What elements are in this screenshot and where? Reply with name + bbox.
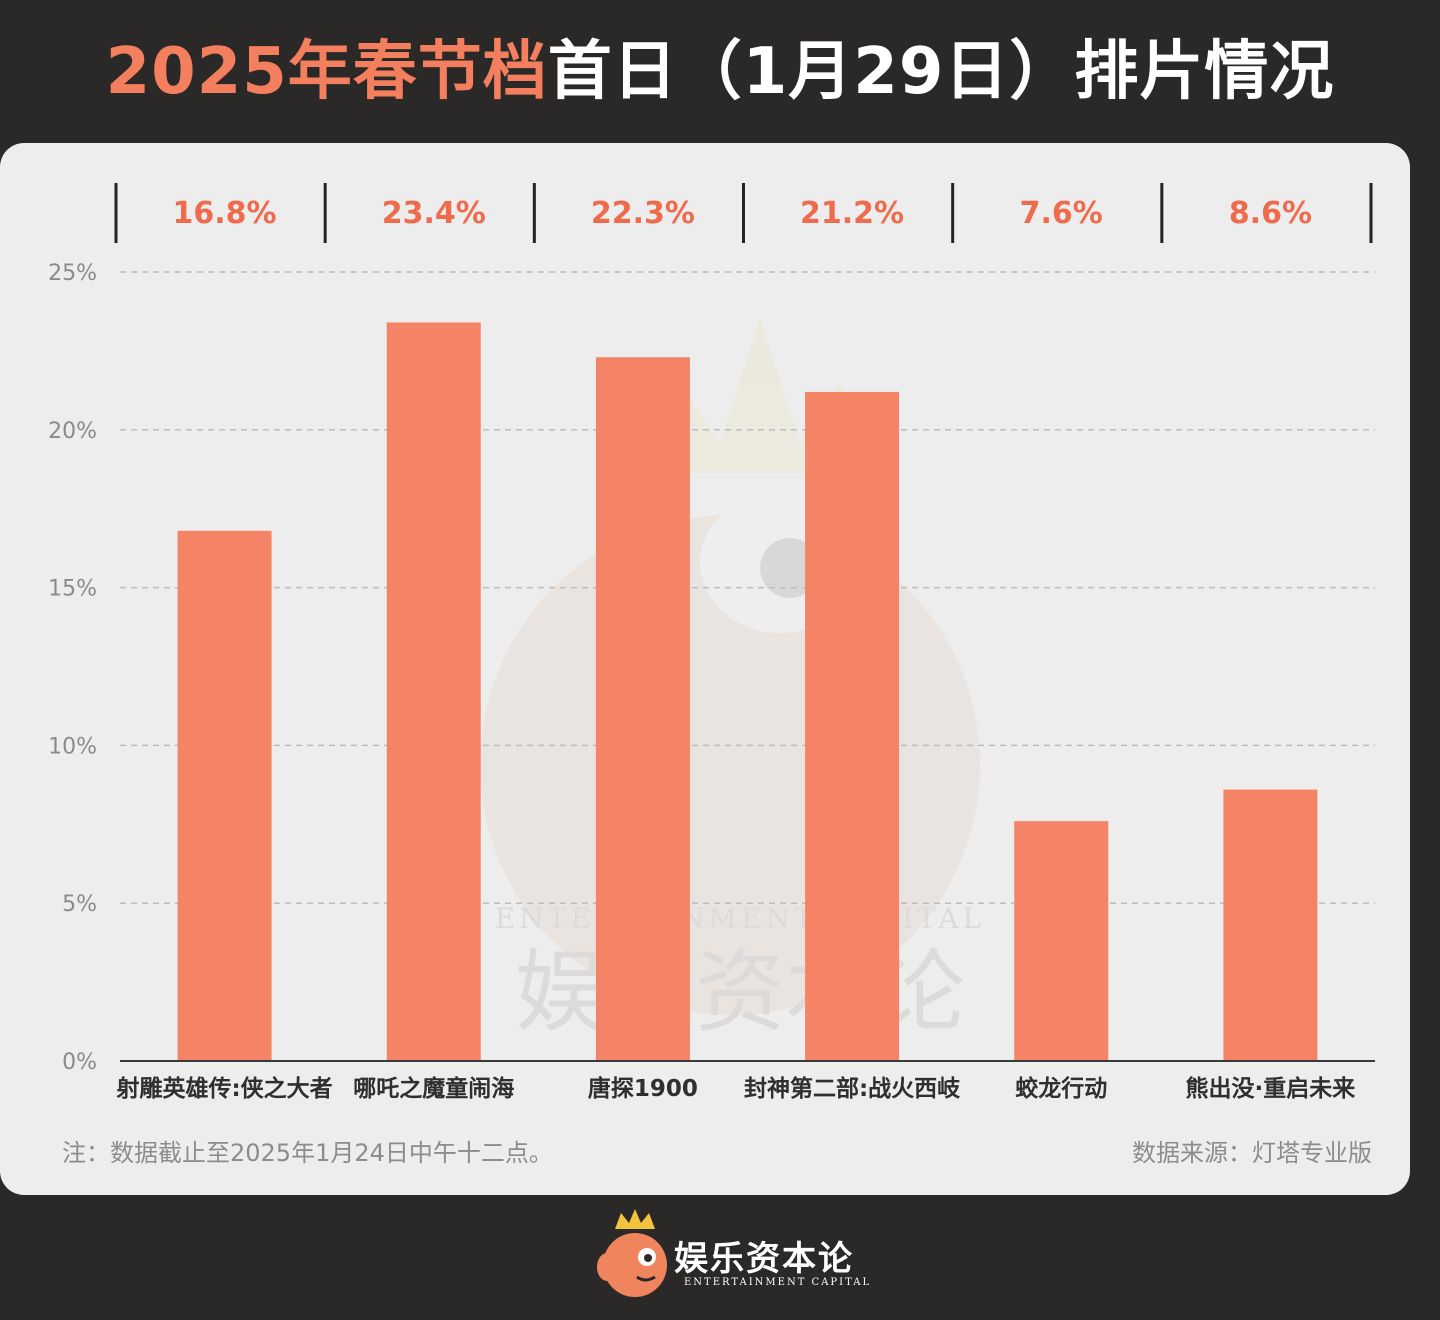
watermark-logo: ENTERTAINMENT CAPITAL 娱乐资本论 <box>480 318 985 1045</box>
chart-card: ENTERTAINMENT CAPITAL 娱乐资本论 0% 5% 10% 15% 20… <box>0 143 1410 1195</box>
title-rest: 首日（1月29日）排片情况 <box>548 35 1335 109</box>
header-separators <box>116 183 1371 243</box>
bar <box>387 322 481 1061</box>
value-label: 22.3% <box>591 196 695 231</box>
watermark-en: ENTERTAINMENT CAPITAL <box>495 902 985 935</box>
value-label: 7.6% <box>1020 196 1103 231</box>
y-tick-label: 5% <box>62 892 97 917</box>
x-tick-label: 射雕英雄传:侠之大者 <box>115 1075 332 1102</box>
bar <box>805 392 899 1061</box>
brand-mascot-icon <box>585 1207 675 1307</box>
footer-brand: 娱乐资本论 ENTERTAINMENT CAPITAL <box>0 1205 1440 1305</box>
footnote: 注：数据截止至2025年1月24日中午十二点。 <box>62 1133 553 1168</box>
brand-name-en: ENTERTAINMENT CAPITAL <box>684 1277 871 1288</box>
value-label: 23.4% <box>382 196 486 231</box>
brand-name-cn: 娱乐资本论 <box>674 1231 854 1280</box>
bar <box>178 531 272 1061</box>
y-tick-label: 25% <box>48 261 97 286</box>
x-tick-label: 唐探1900 <box>588 1075 698 1102</box>
bar <box>1223 790 1317 1061</box>
page-title: 2025年春节档首日（1月29日）排片情况 <box>0 22 1440 122</box>
bar <box>596 357 690 1061</box>
x-axis-labels: 射雕英雄传:侠之大者 哪吒之魔童闹海 唐探1900 封神第二部:战火西岐 蛟龙行动 熊出没… <box>115 1075 1356 1102</box>
data-source: 数据来源：灯塔专业版 <box>1132 1133 1372 1168</box>
value-label: 8.6% <box>1229 196 1312 231</box>
x-tick-label: 封神第二部:战火西岐 <box>744 1075 961 1102</box>
value-label: 21.2% <box>800 196 904 231</box>
value-label: 16.8% <box>173 196 277 231</box>
y-tick-label: 15% <box>48 577 97 602</box>
x-tick-label: 蛟龙行动 <box>1015 1075 1107 1102</box>
y-tick-label: 20% <box>48 419 97 444</box>
y-tick-label: 10% <box>48 734 97 759</box>
x-tick-label: 哪吒之魔童闹海 <box>353 1075 514 1102</box>
x-tick-label: 熊出没·重启未来 <box>1186 1075 1357 1102</box>
bar <box>1014 821 1108 1061</box>
y-tick-label: 0% <box>62 1050 97 1075</box>
y-axis-ticks: 0% 5% 10% 15% 20% 25% <box>48 261 97 1075</box>
bar-chart: ENTERTAINMENT CAPITAL 娱乐资本论 0% 5% 10% 15% 20… <box>0 143 1410 1103</box>
title-highlight: 2025年春节档 <box>106 35 548 109</box>
